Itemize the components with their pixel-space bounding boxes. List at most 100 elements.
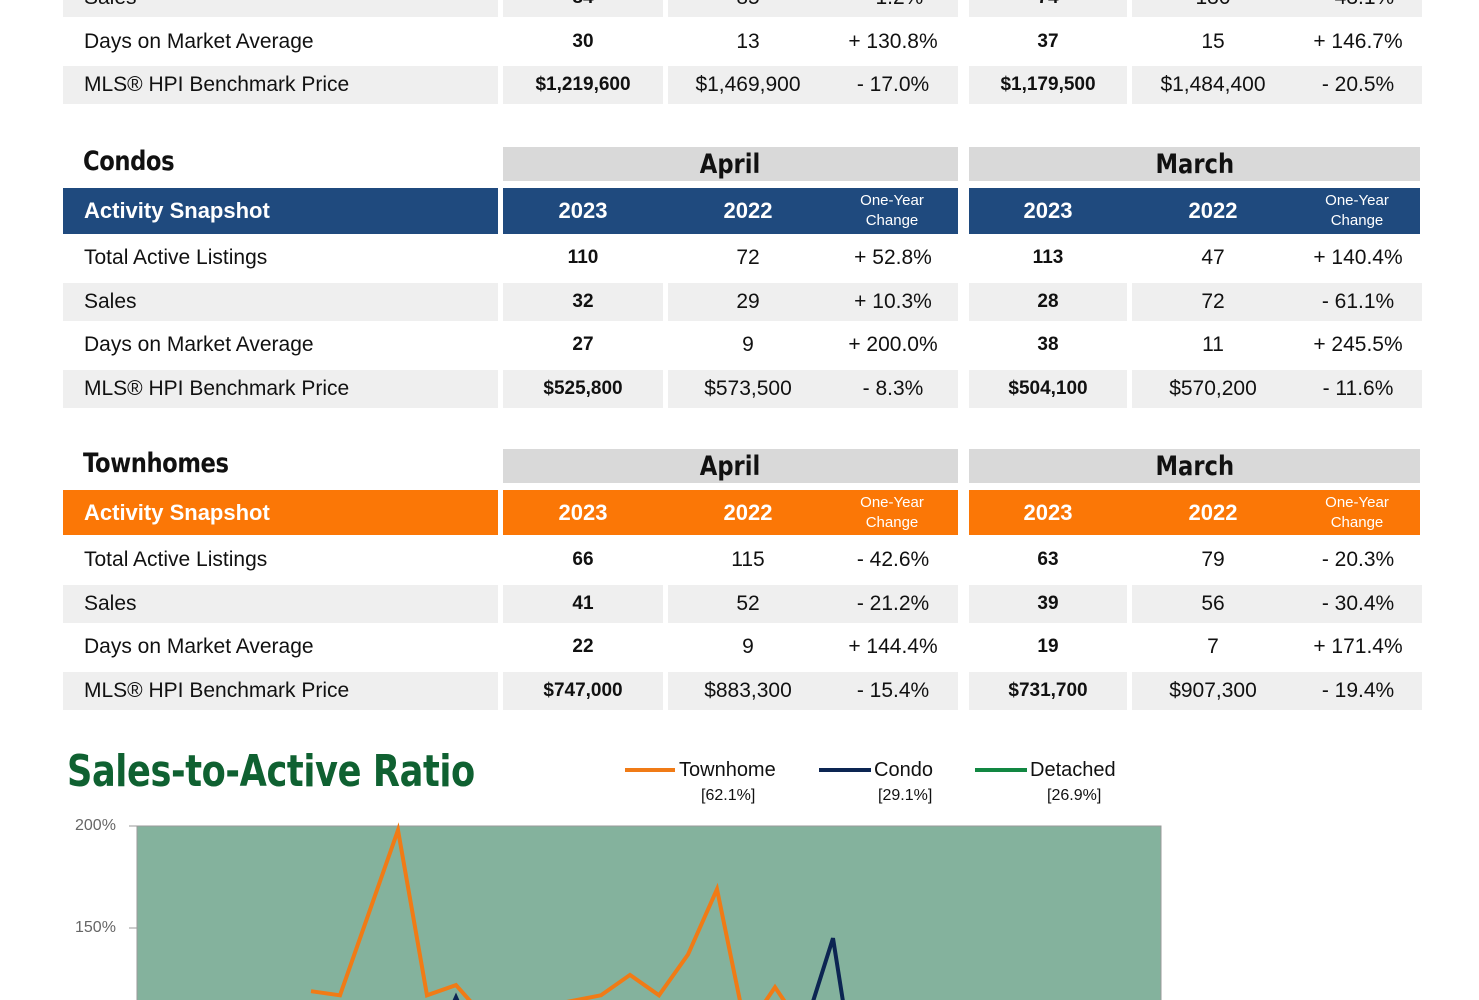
chart-title: Sales-to-Active Ratio (67, 746, 475, 797)
cell-apr-2022: 9 (742, 333, 754, 356)
townhomes-header-mar-2023: 2023 (1023, 499, 1073, 525)
cell-apr-2023: 41 (503, 584, 663, 623)
cell-mar-change: + 245.5% (1313, 333, 1403, 356)
condos-header-mar-change: One-Year Change (1294, 188, 1420, 234)
cell-mar-change: - 19.4% (1294, 671, 1422, 710)
legend-detached-label: Detached (1030, 759, 1116, 781)
cell-label: MLS® HPI Benchmark Price (63, 671, 498, 710)
cell-label: Sales (63, 282, 498, 321)
cell-label: Days on Market Average (84, 635, 314, 658)
condos-month-april: April (503, 147, 958, 181)
cell-mar-2023: 63 (1037, 549, 1059, 570)
condos-header-apr-change: One-Year Change (828, 188, 956, 234)
legend-townhome-swatch (625, 768, 675, 772)
condos-header-april: 2023 2022 One-Year Change (503, 188, 958, 234)
cell-apr-change: - 15.4% (828, 671, 958, 710)
cell-mar-2023: 28 (969, 282, 1127, 321)
cell-apr-2022: $883,300 (668, 671, 828, 710)
cell-mar-change: + 171.4% (1313, 635, 1403, 658)
condos-month-march: March (969, 147, 1420, 181)
cell-mar-2022: $570,200 (1132, 369, 1294, 408)
cell-apr-2023: 32 (503, 282, 663, 321)
legend-detached-value: [26.9%] (1047, 787, 1102, 804)
cell-apr-2023: 84 (503, 0, 663, 17)
y-tick-200: 200% (75, 817, 116, 834)
cell-label: Total Active Listings (84, 246, 268, 269)
cell-label: Sales (63, 0, 498, 17)
cell-mar-2022: 11 (1202, 333, 1224, 356)
cell-apr-change: - 21.2% (828, 584, 958, 623)
cell-mar-2023: $504,100 (969, 369, 1127, 408)
cell-mar-change: - 30.4% (1294, 584, 1422, 623)
legend-condo-swatch (819, 768, 871, 772)
cell-apr-change: + 52.8% (854, 246, 932, 269)
cell-mar-2023: 39 (969, 584, 1127, 623)
condos-header-apr-2022: 2022 (723, 198, 773, 223)
condos-month-april-label: April (700, 148, 761, 180)
cell-mar-2023: 19 (1037, 636, 1059, 657)
cell-mar-change: + 140.4% (1313, 246, 1403, 269)
cell-apr-2022: 72 (736, 246, 760, 269)
cell-mar-change: - 43.1% (1294, 0, 1422, 17)
cell-apr-2022: 115 (731, 548, 765, 571)
townhomes-title: Townhomes (83, 448, 229, 479)
cell-mar-change: + 146.7% (1313, 29, 1403, 53)
cell-apr-2023: $1,219,600 (503, 66, 663, 104)
change-line1: One-Year (860, 493, 924, 511)
cell-mar-2022: $1,484,400 (1132, 66, 1294, 104)
condos-header-label: Activity Snapshot (63, 188, 498, 234)
cell-mar-2023: 113 (1032, 247, 1064, 268)
cell-label: MLS® HPI Benchmark Price (63, 369, 498, 408)
townhomes-month-april: April (503, 449, 958, 483)
cell-mar-change: - 20.3% (1321, 548, 1395, 571)
cell-mar-2022: 15 (1201, 29, 1225, 53)
legend-condo-value: [29.1%] (878, 787, 933, 804)
change-line1: One-Year (1325, 192, 1389, 209)
legend-townhome-label: Townhome (679, 759, 776, 781)
cell-apr-2022: $1,469,900 (668, 66, 828, 104)
cell-apr-change: + 10.3% (828, 282, 958, 321)
cell-mar-change: - 61.1% (1294, 282, 1422, 321)
cell-apr-2022: 9 (742, 635, 754, 658)
townhomes-header-apr-2023: 2023 (558, 499, 608, 525)
townhomes-header-apr-2022: 2022 (723, 499, 773, 525)
cell-mar-2022: $907,300 (1132, 671, 1294, 710)
cell-apr-2023: 30 (572, 30, 594, 52)
cell-label: MLS® HPI Benchmark Price (63, 66, 498, 104)
cell-apr-change: - 17.0% (828, 66, 958, 104)
legend-condo-label: Condo (874, 759, 933, 781)
cell-mar-change: - 20.5% (1294, 66, 1422, 104)
cell-mar-2022: 130 (1132, 0, 1294, 17)
cell-mar-2022: 79 (1201, 548, 1225, 571)
cell-mar-2023: 74 (969, 0, 1127, 17)
townhomes-month-april-label: April (700, 450, 761, 482)
change-line1: One-Year (1325, 493, 1389, 511)
series-layer (310, 822, 845, 1000)
change-line1: One-Year (860, 192, 924, 209)
cell-mar-2023: $1,179,500 (969, 66, 1127, 104)
change-line2: Change (1330, 212, 1384, 229)
townhomes-month-march: March (969, 449, 1420, 483)
cell-apr-2022: $573,500 (668, 369, 828, 408)
cell-mar-change: - 11.6% (1294, 369, 1422, 408)
townhomes-header-march: 2023 2022 One-Year Change (969, 490, 1420, 535)
townhomes-header-apr-change: One-Year Change (828, 490, 956, 535)
change-line2: Change (1330, 513, 1384, 531)
cell-apr-change: - 1.2% (828, 0, 958, 17)
cell-mar-2022: 7 (1207, 635, 1219, 658)
change-line2: Change (865, 212, 919, 229)
series-line-condo (452, 937, 845, 1000)
series-line-townhome (310, 822, 787, 1000)
cell-label: Days on Market Average (84, 29, 314, 53)
condos-header-mar-2022: 2022 (1188, 198, 1238, 223)
cell-apr-change: + 144.4% (848, 635, 938, 658)
legend-townhome-value: [62.1%] (701, 787, 756, 804)
cell-mar-2022: 72 (1132, 282, 1294, 321)
cell-apr-change: + 130.8% (848, 29, 938, 53)
cell-mar-2022: 56 (1132, 584, 1294, 623)
cell-apr-2022: 29 (668, 282, 828, 321)
cell-apr-2023: 22 (572, 636, 594, 657)
cell-mar-2023: 37 (1037, 30, 1059, 52)
condos-month-march-label: March (1155, 148, 1234, 180)
